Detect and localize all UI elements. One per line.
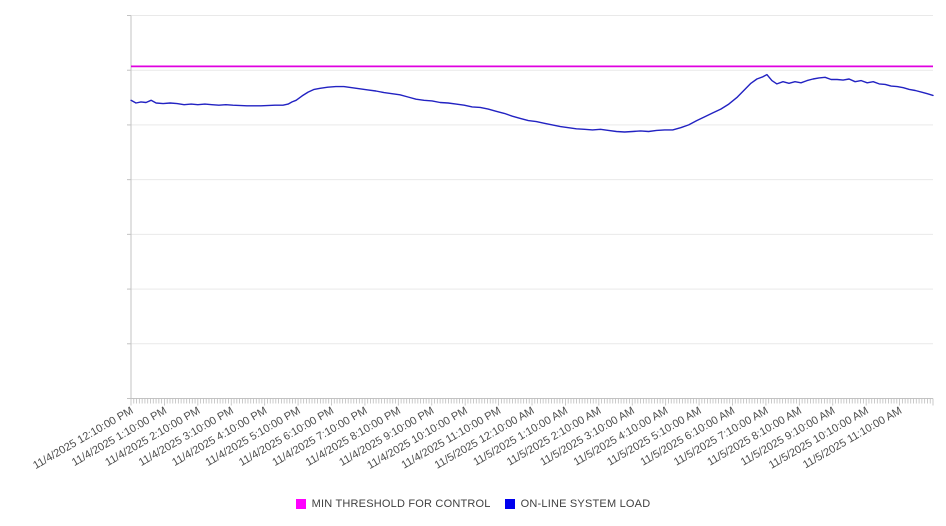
system-load-line bbox=[130, 73, 934, 133]
legend-label-min-threshold: MIN THRESHOLD FOR CONTROL bbox=[311, 498, 491, 510]
legend-label-system-load: ON-LINE SYSTEM LOAD bbox=[520, 498, 651, 510]
x-axis-minor-ticks bbox=[130, 398, 934, 406]
legend-swatch-blue-icon bbox=[504, 499, 515, 509]
legend-item-min-threshold: MIN THRESHOLD FOR CONTROL bbox=[295, 498, 491, 510]
legend-item-system-load: ON-LINE SYSTEM LOAD bbox=[504, 498, 651, 510]
legend-swatch-magenta-icon bbox=[295, 499, 306, 509]
chart-legend: MIN THRESHOLD FOR CONTROL ON-LINE SYSTEM… bbox=[0, 498, 946, 510]
